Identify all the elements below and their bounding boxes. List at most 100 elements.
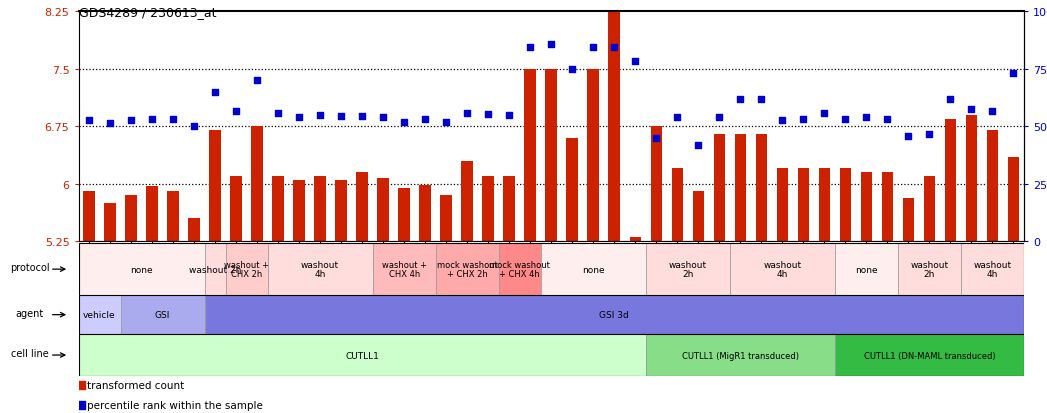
Bar — [756, 135, 767, 242]
Bar — [646, 335, 834, 376]
Text: washout
2h: washout 2h — [910, 260, 949, 279]
Point — [375, 114, 392, 121]
Bar — [903, 198, 914, 242]
Text: mock washout
+ CHX 2h: mock washout + CHX 2h — [437, 260, 497, 279]
Bar — [441, 196, 452, 242]
Bar — [462, 161, 473, 242]
Point — [291, 114, 308, 121]
Point — [963, 107, 980, 114]
Bar — [961, 244, 1024, 295]
Bar — [79, 295, 120, 335]
Bar — [293, 180, 305, 242]
Text: GSI: GSI — [155, 311, 171, 319]
Point — [164, 117, 181, 123]
Text: washout
4h: washout 4h — [974, 260, 1011, 279]
Bar — [923, 177, 935, 242]
Point — [711, 114, 728, 121]
Text: agent: agent — [16, 308, 44, 318]
Text: none: none — [855, 265, 877, 274]
Point — [564, 66, 581, 73]
Point — [327, 317, 343, 323]
Bar — [692, 192, 704, 242]
Bar — [168, 192, 179, 242]
Text: washout
2h: washout 2h — [669, 260, 707, 279]
Bar — [314, 177, 326, 242]
Bar — [504, 177, 515, 242]
Point — [438, 120, 454, 126]
Bar — [483, 177, 494, 242]
Point — [227, 108, 244, 115]
Bar — [540, 244, 646, 295]
Bar — [1007, 158, 1019, 242]
Bar — [105, 204, 116, 242]
Point — [690, 143, 707, 150]
Point — [521, 45, 538, 52]
Point — [459, 110, 475, 116]
Text: washout +
CHX 4h: washout + CHX 4h — [382, 260, 427, 279]
Bar — [882, 173, 893, 242]
Text: mock washout
+ CHX 4h: mock washout + CHX 4h — [489, 260, 550, 279]
Bar — [356, 173, 367, 242]
Bar — [735, 135, 747, 242]
Point — [732, 97, 749, 104]
Bar — [714, 135, 726, 242]
Bar — [230, 177, 242, 242]
Point — [143, 116, 160, 123]
Bar — [965, 116, 977, 242]
Point — [606, 45, 623, 52]
Bar — [671, 169, 683, 242]
Point — [327, 138, 343, 144]
Point — [648, 135, 665, 142]
Text: GDS4289 / 230613_at: GDS4289 / 230613_at — [79, 6, 216, 19]
Bar — [730, 244, 834, 295]
Bar — [436, 244, 498, 295]
Point — [942, 97, 959, 104]
Text: CUTLL1 (MigR1 transduced): CUTLL1 (MigR1 transduced) — [682, 351, 799, 360]
Bar — [272, 177, 284, 242]
Text: none: none — [582, 265, 604, 274]
Text: percentile rank within the sample: percentile rank within the sample — [87, 400, 263, 410]
Point — [102, 121, 118, 127]
Bar — [834, 244, 898, 295]
Bar — [377, 178, 388, 242]
Text: protocol: protocol — [10, 262, 49, 272]
Point — [585, 45, 602, 52]
Bar — [840, 169, 851, 242]
Bar — [819, 169, 830, 242]
Text: washout
4h: washout 4h — [302, 260, 339, 279]
Bar — [225, 244, 268, 295]
Bar — [777, 169, 788, 242]
Point — [81, 118, 97, 124]
Point — [417, 117, 433, 123]
Bar — [944, 119, 956, 242]
Point — [354, 114, 371, 120]
Point — [669, 114, 686, 121]
Bar — [126, 196, 137, 242]
Bar — [188, 219, 200, 242]
Text: washout 2h: washout 2h — [188, 265, 241, 274]
Bar — [986, 131, 998, 242]
Point — [185, 124, 202, 131]
Point — [396, 119, 413, 126]
Point — [921, 131, 938, 138]
Point — [774, 118, 790, 124]
Point — [500, 112, 517, 119]
Point — [249, 78, 266, 85]
Text: none: none — [130, 265, 153, 274]
Bar — [251, 127, 263, 242]
Bar — [335, 180, 347, 242]
Point — [859, 114, 875, 121]
Point — [542, 42, 559, 49]
Bar — [147, 187, 158, 242]
Point — [480, 112, 496, 118]
Point — [1005, 70, 1022, 77]
Bar — [629, 238, 641, 242]
Point — [312, 112, 329, 119]
Point — [837, 116, 853, 123]
Bar — [79, 244, 204, 295]
Point — [795, 116, 811, 123]
Bar — [608, 5, 620, 242]
Text: CUTLL1 (DN-MAML transduced): CUTLL1 (DN-MAML transduced) — [864, 351, 996, 360]
Bar — [79, 335, 646, 376]
Bar — [861, 173, 872, 242]
